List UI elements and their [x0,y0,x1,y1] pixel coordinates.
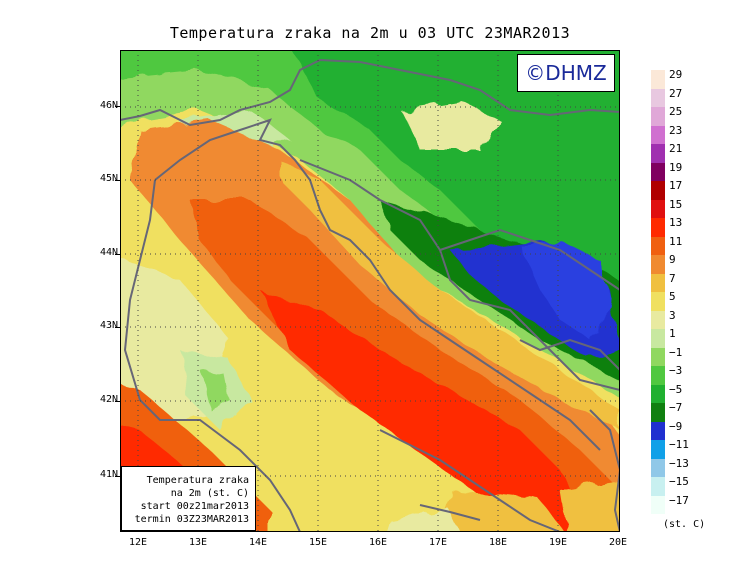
legend-swatch [651,255,665,274]
legend-label: 15 [669,197,683,211]
legend-swatch [651,273,665,292]
legend-swatch [651,292,665,311]
legend-swatch [651,458,665,477]
legend-unit: (st. C) [663,519,706,530]
legend-swatch [651,70,665,89]
legend-label: 25 [669,105,683,118]
legend-label: 19 [669,160,683,174]
legend-swatch [651,310,665,329]
lon-label-14e: 14E [248,537,268,548]
legend-label: −5 [669,382,683,396]
lon-label-20e: 20E [608,537,628,548]
lon-label-12e: 12E [128,537,148,548]
legend-swatch [651,199,665,218]
legend-label: −9 [669,419,683,433]
info-line-2: na 2m (st. C) [170,488,249,499]
lat-label-42n: 42N [99,394,118,405]
lat-tick [115,180,120,181]
lat-label-45n: 45N [99,173,118,184]
legend-swatch [651,218,665,237]
legend-swatch [651,144,665,163]
legend-swatch [651,88,665,107]
legend-label: −3 [669,364,683,377]
legend-label: −7 [669,401,683,414]
lon-label-19e: 19E [548,537,568,548]
legend-label: −17 [669,493,689,507]
info-line-4: termin 03Z23MAR2013 [134,514,249,525]
lat-label-46n: 46N [99,100,118,111]
legend-label: −15 [669,475,689,488]
legend-swatch [651,384,665,403]
legend-label: −11 [669,438,689,451]
info-line-1: Temperatura zraka [146,475,249,486]
legend-label: −1 [669,345,683,359]
legend-swatch [651,236,665,255]
legend-label: 17 [669,179,683,192]
lat-tick [115,106,120,107]
legend-label: 13 [669,216,683,229]
legend-label: 29 [669,68,683,81]
legend-swatch [651,329,665,348]
info-line-3: start 00z21mar2013 [140,501,249,512]
legend-swatch [651,107,665,126]
legend-swatch [651,181,665,200]
legend-label: 9 [669,253,676,266]
legend-swatch [651,125,665,144]
lon-label-13e: 13E [188,537,208,548]
legend-label: 3 [669,308,676,322]
legend-label: 5 [669,290,676,303]
info-box: Temperatura zraka na 2m (st. C) start 00… [121,466,256,531]
temperature-map [120,50,620,532]
legend-label: 23 [669,123,683,137]
legend-swatch [651,495,665,514]
lat-tick [115,327,120,328]
lon-label-18e: 18E [488,537,508,548]
lat-label-44n: 44N [99,247,118,258]
lon-label-16e: 16E [368,537,388,548]
legend-label: −13 [669,456,689,470]
lon-label-17e: 17E [428,537,448,548]
lat-label-41n: 41N [99,469,118,480]
lat-tick [115,254,120,255]
legend-swatch [651,440,665,459]
legend-label: 1 [669,327,676,340]
map-title: Temperatura zraka na 2m u 03 UTC 23MAR20… [169,24,571,42]
lon-label-15e: 15E [308,537,328,548]
legend-swatch [651,366,665,385]
lat-tick [115,401,120,402]
legend-label: 11 [669,234,683,248]
legend-label: 7 [669,271,676,285]
legend-swatch [651,162,665,181]
lat-tick [115,476,120,477]
legend-swatch [651,403,665,422]
legend-swatch [651,477,665,496]
legend-swatch [651,421,665,440]
dhmz-logo: ©DHMZ [517,54,615,92]
legend-label: 21 [669,142,683,155]
legend-swatch [651,347,665,366]
legend-label: 27 [669,86,683,100]
lat-label-43n: 43N [99,320,118,331]
